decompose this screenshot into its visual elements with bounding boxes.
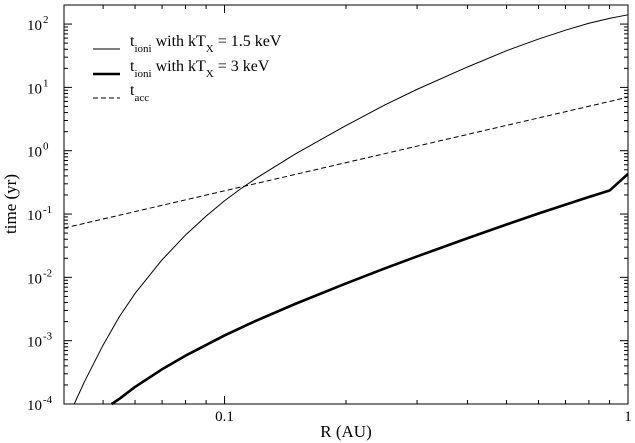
y-tick-label: 10 xyxy=(27,271,42,287)
y-tick-exponent: -3 xyxy=(43,331,53,343)
y-tick-label: 10 xyxy=(27,18,42,34)
y-tick-label: 10 xyxy=(27,335,42,351)
legend-label-acc: tacc xyxy=(130,82,149,104)
series-line-acc xyxy=(63,96,629,229)
series-group xyxy=(63,14,629,406)
y-tick-label: 10 xyxy=(27,145,42,161)
x-tick-label: 0.1 xyxy=(215,409,234,425)
y-tick-exponent: -2 xyxy=(43,267,52,279)
plot-frame xyxy=(63,4,629,405)
y-tick-label: 10 xyxy=(27,208,42,224)
y-tick-exponent: 2 xyxy=(43,14,49,26)
y-tick-exponent: -4 xyxy=(43,394,53,406)
y-tick-label: 10 xyxy=(27,81,42,97)
x-axis-label: R (AU) xyxy=(320,422,371,441)
series-line-ioni_15 xyxy=(73,14,629,405)
legend-label-ioni_15: tioni with kTX = 1.5 keV xyxy=(130,33,282,55)
series-line-ioni_3 xyxy=(110,172,629,406)
y-tick-exponent: 1 xyxy=(43,77,49,89)
y-axis-label: time (yr) xyxy=(1,174,20,234)
y-tick-exponent: 0 xyxy=(43,141,49,153)
x-tick-label: 1 xyxy=(624,409,632,425)
y-tick-label: 10 xyxy=(27,398,42,414)
legend: tioni with kTX = 1.5 keV tioni with kTX =… xyxy=(93,33,282,104)
y-tick-exponent: -1 xyxy=(43,204,52,216)
legend-label-ioni_3: tioni with kTX = 3 keV xyxy=(130,58,270,80)
